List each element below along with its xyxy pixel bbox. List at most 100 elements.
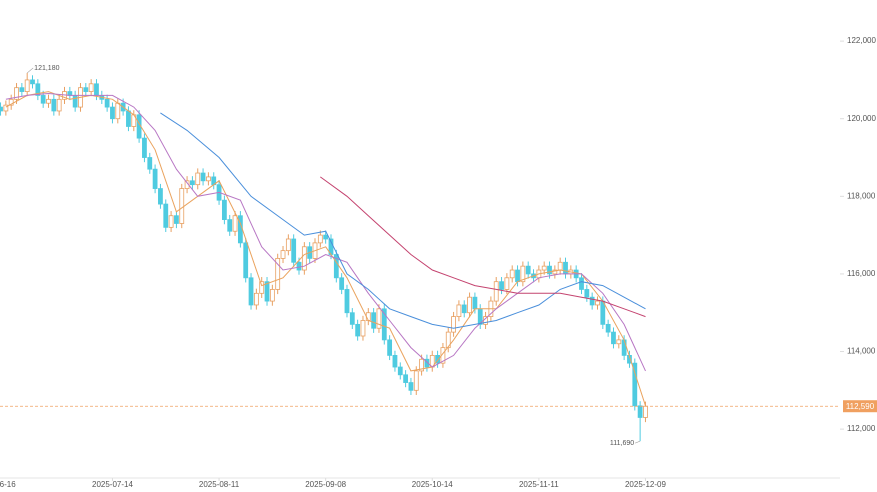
candle-body [616,339,622,345]
candle-body [376,308,382,329]
ma-line [320,176,646,318]
candle-body [387,339,393,356]
candle-body [301,246,307,271]
low-leader [635,440,641,444]
candle-body [621,339,627,356]
candle-body [259,281,265,294]
x-tick-label: 2025-09-08 [305,480,346,489]
low-label: 111,690 [610,440,634,447]
candle-body [3,104,9,112]
candle-body [643,405,648,418]
candle-body [413,370,419,391]
candle-body [381,308,387,341]
candle-body [264,281,270,302]
candle-body [552,269,558,275]
candle-body [344,289,350,314]
high-leader [26,67,34,74]
candle-body [243,242,249,279]
candle-body [126,110,131,127]
candle-body [174,215,179,224]
candle-body [280,250,286,259]
candle-body [317,234,323,244]
candle-body [163,203,169,228]
candle-body [0,106,3,112]
candle-body [8,98,14,106]
candle-body [493,281,499,302]
x-tick-label: 2025-06-16 [0,480,16,489]
candle-body [200,172,206,182]
candle-body [392,354,398,368]
candle-body [472,296,478,310]
y-tick-label: 120,000 [847,114,876,123]
candle-body [605,323,611,333]
candle-body [142,137,147,158]
candle-body [456,304,462,317]
candle-body [190,180,195,186]
y-tick-label: 122,000 [847,36,876,45]
candle-body [248,277,254,306]
candle-body [360,320,366,337]
candle-body [515,269,520,283]
candle-body [296,261,302,271]
x-tick-label: 2025-11-11 [519,480,559,489]
x-tick-label: 2025-08-11 [199,480,240,489]
ma-line [5,91,646,406]
candle-body [355,323,361,337]
candle-body [520,265,526,283]
candle-body [56,98,62,112]
candle-body [51,98,57,112]
candle-body [371,312,377,329]
candle-body [349,312,355,325]
candle-body [323,234,329,240]
candle-body [632,362,638,407]
candle-body [424,358,430,368]
candle-body [419,358,424,372]
candle-body [104,98,110,108]
candle-body [179,188,185,224]
candle-body [46,98,51,104]
candle-body [547,265,552,275]
x-tick-label: 2025-10-14 [412,480,453,489]
y-tick-label: 112,000 [847,424,876,433]
candle-body [35,83,41,96]
candle-body [563,261,568,275]
candle-body [445,331,451,349]
candle-body [206,176,211,182]
y-tick-label: 114,000 [847,347,876,356]
candle-body [14,87,19,100]
candle-body [232,215,238,232]
candle-body [499,281,504,290]
candle-body [83,87,89,92]
candle-body [467,296,472,314]
candle-body [221,199,227,221]
x-tick-label: 2025-07-14 [92,480,133,489]
candle-body [333,254,339,279]
candle-body [579,277,584,290]
candle-body [589,296,595,306]
candle-body [557,261,563,271]
candle-body [115,102,121,120]
x-tick-label: 2025-12-09 [625,480,666,489]
candle-body [275,257,281,290]
candle-body [595,300,600,306]
candle-body [339,277,345,290]
candle-body [110,106,115,120]
candle-body [285,238,291,252]
candle-body [88,83,94,92]
candle-body [584,289,590,298]
candle-body [147,157,153,170]
candle-body [24,79,30,92]
high-label: 121,180 [34,65,59,72]
candle-body [253,292,259,306]
candle-body [158,188,163,205]
candle-body [408,382,414,391]
last-price-label: 112,590 [846,402,875,411]
candle-body [611,331,616,345]
candle-body [168,215,174,228]
candle-body [40,95,46,104]
candle-body [509,269,515,279]
candle-body [269,289,275,302]
candle-body [227,219,233,232]
